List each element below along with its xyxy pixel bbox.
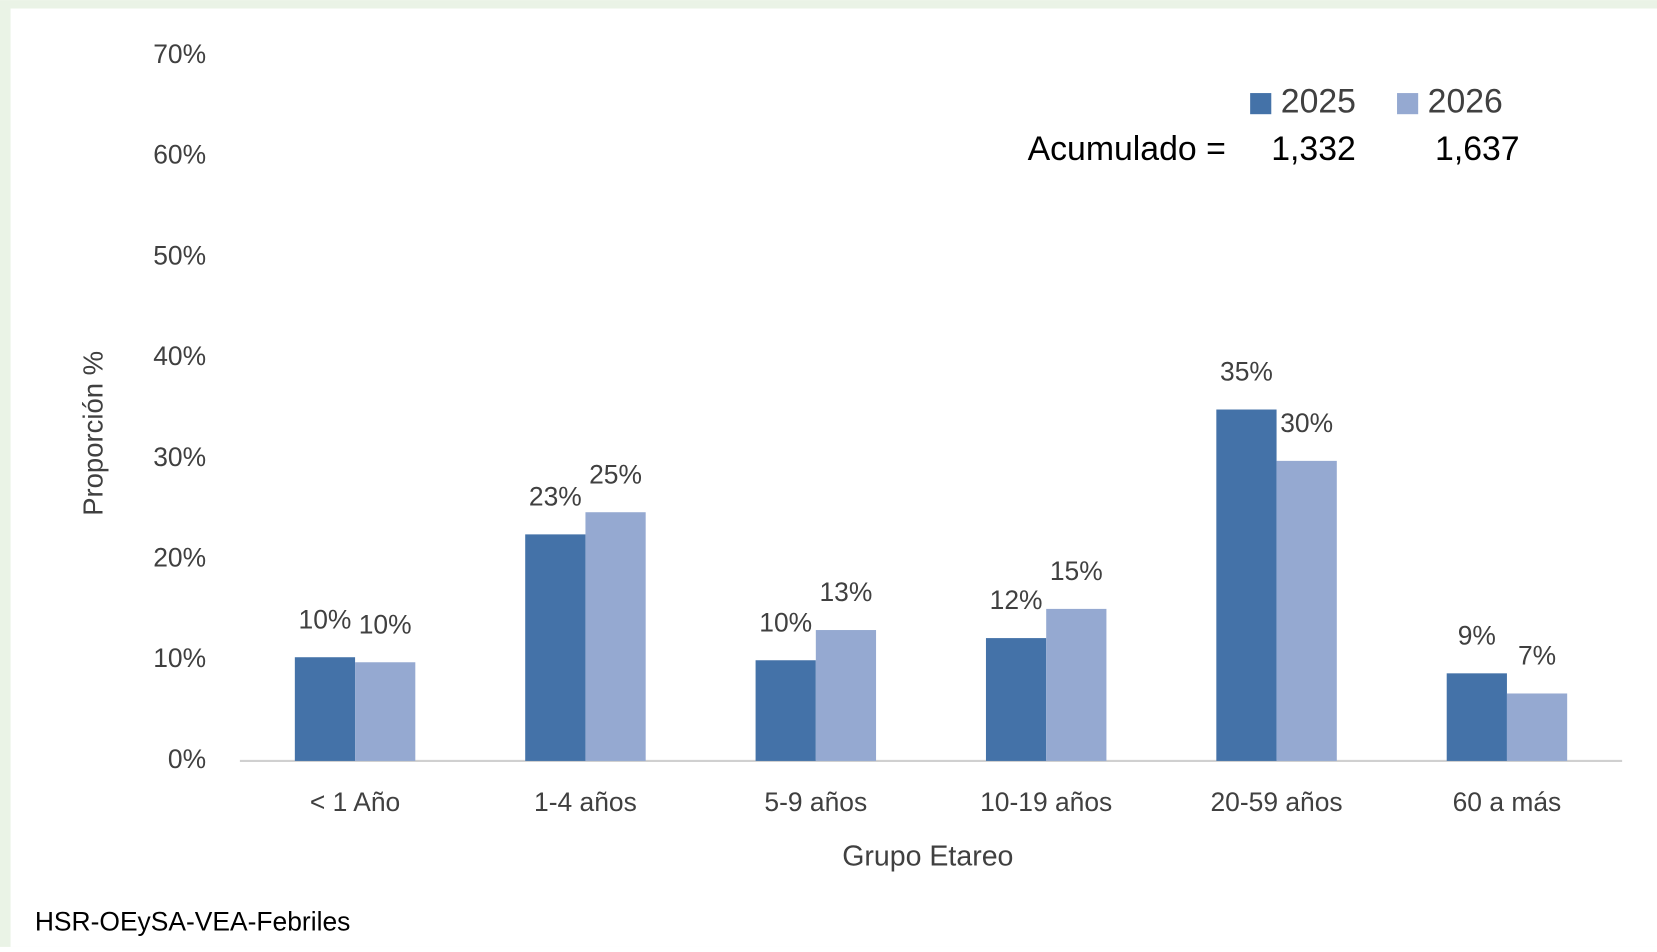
y-tick-label: 20% (153, 543, 206, 573)
x-tick-label: 5-9 años (764, 787, 867, 817)
annotation-label: Acumulado = (1028, 130, 1226, 168)
bar (1446, 673, 1507, 761)
bar (585, 512, 646, 761)
panel (10, 8, 1657, 947)
y-tick-label: 30% (153, 442, 206, 472)
bar (355, 662, 416, 761)
bar (525, 534, 586, 761)
data-label: 35% (1220, 357, 1273, 387)
legend-label: 2025 (1281, 83, 1356, 121)
legend-swatch (1397, 93, 1419, 115)
data-label: 10% (299, 604, 352, 634)
data-label: 23% (529, 481, 582, 511)
data-label: 10% (759, 607, 812, 637)
data-label: 9% (1458, 620, 1496, 650)
y-tick-label: 60% (153, 140, 206, 170)
x-tick-label: 20-59 años (1210, 787, 1342, 817)
x-axis-title: Grupo Etareo (842, 841, 1013, 873)
y-tick-label: 0% (168, 744, 206, 774)
source: HSR-OEySA-VEA-Febriles (35, 907, 350, 937)
annotation-total: 1,637 (1435, 130, 1520, 168)
bar (1276, 460, 1337, 761)
data-label: 10% (359, 609, 412, 639)
x-tick-label: 10-19 años (980, 787, 1112, 817)
bar (755, 660, 816, 761)
y-tick-label: 40% (153, 341, 206, 371)
y-axis-title: Proporción % (77, 351, 108, 516)
data-label: 12% (990, 585, 1043, 615)
annotation-total: 1,332 (1271, 130, 1356, 168)
bar (985, 638, 1047, 761)
x-tick-label: 1-4 años (534, 787, 637, 817)
y-tick-label: 10% (153, 643, 206, 673)
data-label: 15% (1050, 556, 1103, 586)
legend-label: 2026 (1428, 83, 1503, 121)
data-label: 7% (1518, 641, 1556, 671)
bar (1506, 693, 1568, 761)
bar (294, 657, 356, 761)
x-tick-label: < 1 Año (310, 787, 400, 817)
bar (1046, 608, 1107, 761)
legend-swatch (1250, 93, 1272, 115)
data-label: 13% (820, 577, 873, 607)
y-tick-label: 70% (153, 39, 206, 69)
bar (815, 630, 877, 761)
bar (1216, 409, 1277, 761)
data-label: 25% (589, 459, 642, 489)
data-label: 30% (1280, 408, 1333, 438)
x-tick-label: 60 a más (1453, 787, 1562, 817)
y-tick-label: 50% (153, 240, 206, 270)
